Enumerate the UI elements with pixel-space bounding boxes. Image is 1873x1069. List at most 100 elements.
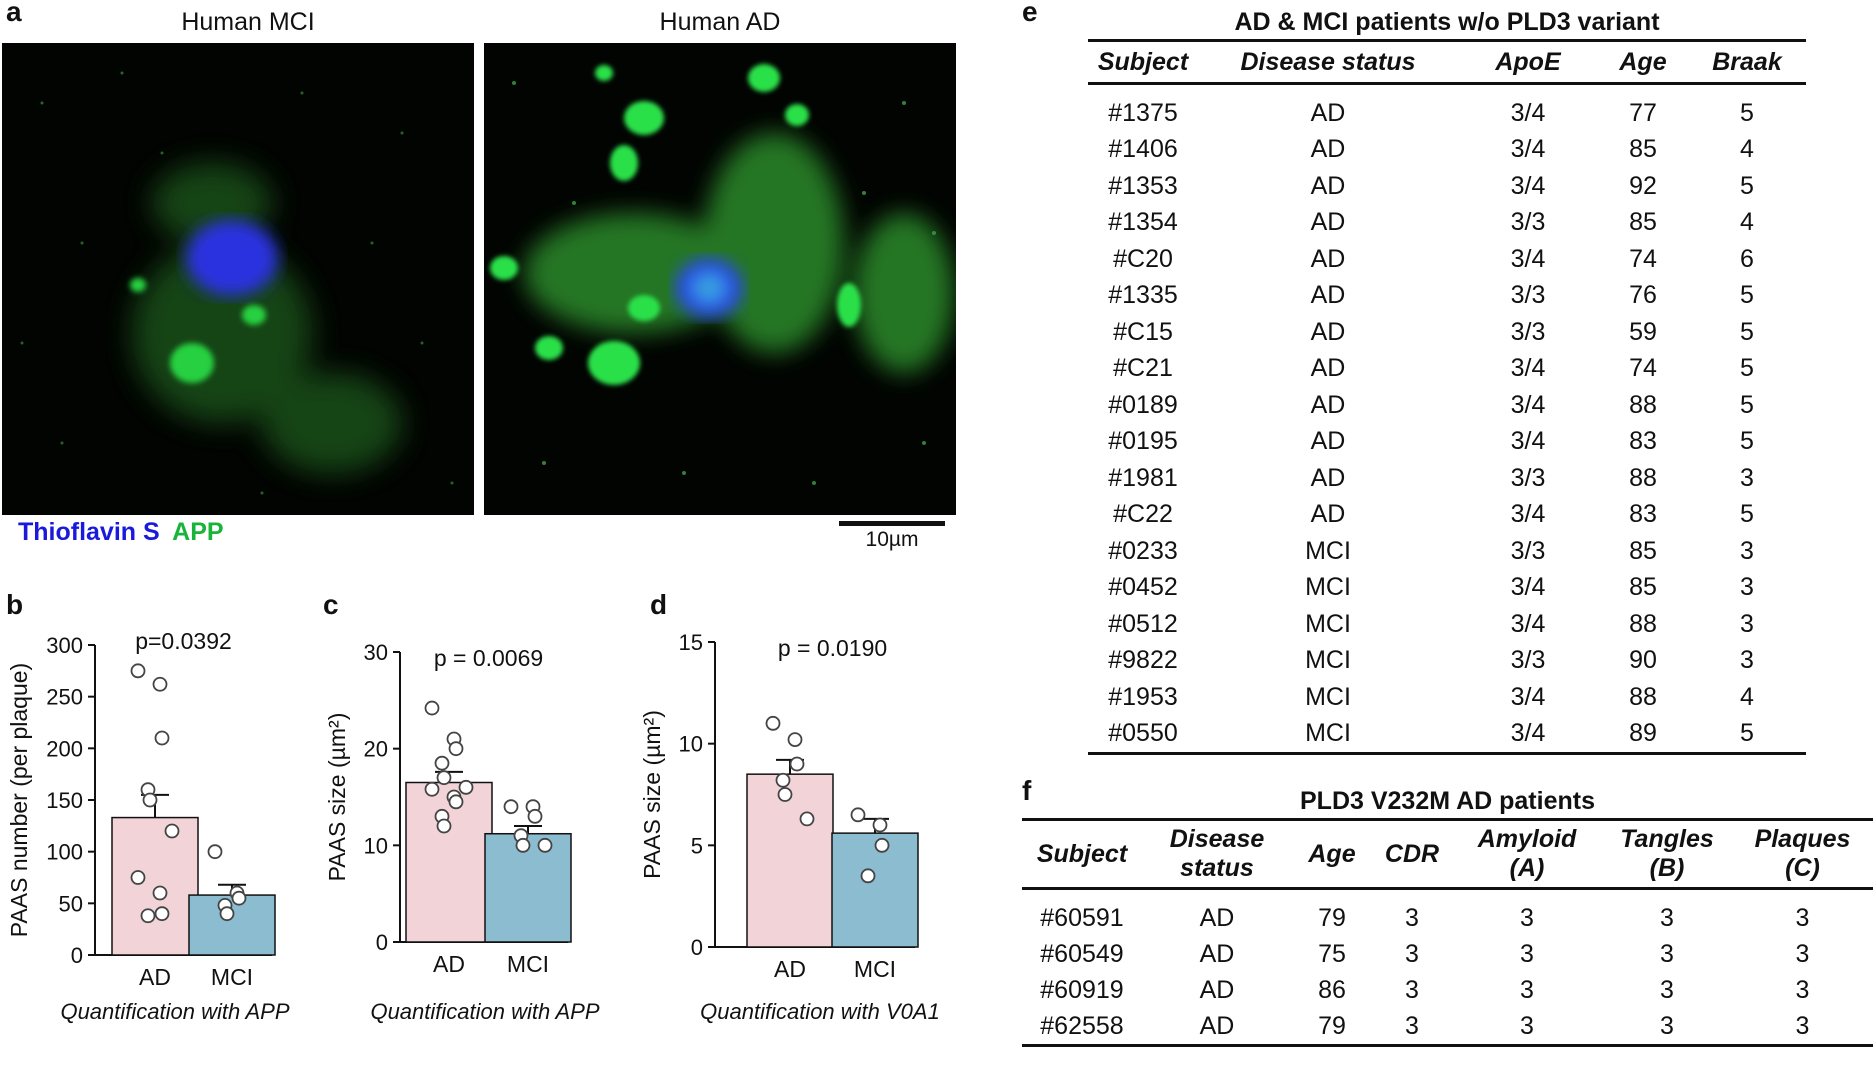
- table-e-cell: 3/4: [1510, 719, 1546, 748]
- table-e-cell: 83: [1629, 500, 1657, 529]
- table-e-cell: 5: [1740, 317, 1754, 346]
- caption-c: Quantification with APP: [370, 999, 600, 1024]
- table-e-cell: #1375: [1108, 98, 1178, 127]
- data-point: [436, 770, 452, 786]
- table-e-cell: 85: [1629, 573, 1657, 602]
- bar-mci: [831, 832, 919, 948]
- table-e-cell: MCI: [1305, 719, 1351, 748]
- data-point: [154, 906, 170, 922]
- table-e-cell: 5: [1740, 427, 1754, 456]
- y-tick-label: 0: [71, 943, 83, 968]
- y-axis-label: PAAS size (µm²): [640, 710, 665, 879]
- legend-app: APP: [172, 518, 224, 546]
- table-e-row: #0233 MCI 3/3 85 3: [1088, 533, 1806, 570]
- table-f-cell: #60591: [1040, 903, 1124, 932]
- table-e-cell: 88: [1629, 609, 1657, 638]
- chart-plot-area: 0 5 10 15 PAAS size (µm²) AD MCI p = 0.0190: [639, 630, 919, 982]
- table-e-cell: AD: [1310, 208, 1346, 237]
- table-e-cell: 3/3: [1510, 281, 1546, 310]
- table-e-cell: AD: [1310, 354, 1346, 383]
- data-point: [799, 811, 815, 827]
- chart-c: 0 10 20 30 PAAS size (µm²) AD MCI p = 0.0069: [320, 620, 640, 1030]
- table-e-cell: 88: [1629, 682, 1657, 711]
- p-value: p = 0.0069: [434, 645, 543, 671]
- table-f-header: Amyloid (A): [1477, 825, 1577, 882]
- table-f-cell: 3: [1795, 1011, 1810, 1040]
- table-e-cell: 5: [1740, 281, 1754, 310]
- table-e-cell: AD: [1310, 390, 1346, 419]
- table-e-row: #1353 AD 3/4 92 5: [1088, 168, 1806, 205]
- y-axis-label: PAAS number (per plaque): [6, 663, 32, 937]
- table-e-cell: AD: [1310, 500, 1346, 529]
- table-e-cell: 3/4: [1510, 171, 1546, 200]
- table-e-row: #C22 AD 3/4 83 5: [1088, 497, 1806, 534]
- table-e-cell: MCI: [1305, 682, 1351, 711]
- table-e-cell: #1981: [1108, 463, 1178, 492]
- table-e-cell: 59: [1629, 317, 1657, 346]
- table-f-row: #62558 AD 79 3 3 3 3: [1022, 1008, 1873, 1046]
- table-f-header: Plaques (C): [1754, 825, 1851, 882]
- data-point: [154, 730, 170, 746]
- table-f-cell: 3: [1660, 1011, 1674, 1040]
- table-f-cell: #62558: [1040, 1011, 1124, 1040]
- table-e-cell: 5: [1740, 719, 1754, 748]
- table-e-cell: 3/4: [1510, 609, 1546, 638]
- panel-c-letter: c: [323, 589, 339, 620]
- table-e-cell: #0452: [1108, 573, 1178, 602]
- table-e-cell: AD: [1310, 463, 1346, 492]
- data-point: [527, 808, 543, 824]
- data-point: [874, 837, 890, 853]
- table-f-cell: 3: [1660, 975, 1674, 1004]
- y-tick-label: 20: [364, 737, 388, 762]
- caption-d: Quantification with V0A1: [700, 999, 940, 1024]
- micrograph-ad: [484, 43, 956, 515]
- table-f-row: #60919 AD 86 3 3 3 3: [1022, 972, 1873, 1008]
- table-e-cell: 3/3: [1510, 463, 1546, 492]
- table-e-cell: 3/4: [1510, 390, 1546, 419]
- table-e-cell: 3: [1740, 573, 1754, 602]
- table-e-row: #C15 AD 3/3 59 5: [1088, 314, 1806, 351]
- table-e-cell: 5: [1740, 98, 1754, 127]
- data-point: [142, 792, 158, 808]
- table-e-cell: 90: [1629, 646, 1657, 675]
- table-e-cell: 3/4: [1510, 244, 1546, 273]
- table-e-cell: #1953: [1108, 682, 1178, 711]
- y-tick-label: 50: [59, 891, 83, 916]
- table-e-cell: AD: [1310, 98, 1346, 127]
- table-f-cell: 3: [1405, 939, 1419, 968]
- table-e-header: ApoE: [1495, 47, 1561, 76]
- table-e-cell: 3/4: [1510, 573, 1546, 602]
- data-point: [140, 908, 156, 924]
- data-point: [537, 837, 553, 853]
- data-point: [207, 844, 223, 860]
- table-e-cell: 85: [1629, 536, 1657, 565]
- table-e-cell: 3/3: [1510, 317, 1546, 346]
- table-f-cell: AD: [1199, 1011, 1235, 1040]
- chart-plot-area: 0 50 100 150 200 250 300 PAAS number (per plaqu…: [6, 628, 276, 990]
- table-f-cell: 3: [1795, 975, 1810, 1004]
- y-tick-label: 0: [376, 930, 388, 955]
- data-point: [777, 787, 793, 802]
- table-f-cell: #60919: [1040, 975, 1124, 1004]
- table-e-cell: 3/4: [1510, 135, 1546, 164]
- table-f-cell: 3: [1520, 1011, 1534, 1040]
- p-value: p=0.0392: [135, 628, 232, 654]
- table-e-row: #C20 AD 3/4 74 6: [1088, 241, 1806, 278]
- y-tick-label: 250: [46, 685, 83, 710]
- micrograph-mci: [2, 43, 474, 515]
- table-e-cell: 77: [1629, 98, 1657, 127]
- table-e-cell: AD: [1310, 171, 1346, 200]
- y-tick-label: 10: [679, 732, 703, 757]
- table-f-header: Subject: [1036, 839, 1128, 868]
- table-e-cell: #C15: [1113, 317, 1173, 346]
- table-e-header: Disease status: [1240, 47, 1416, 76]
- table-e-cell: 3: [1740, 646, 1754, 675]
- table-e-cell: AD: [1310, 427, 1346, 456]
- channel-legend: Thioflavin S APP: [18, 518, 224, 547]
- bar-ad: [746, 773, 834, 948]
- table-e-cell: MCI: [1305, 646, 1351, 675]
- table-e-cell: 5: [1740, 171, 1754, 200]
- y-tick-label: 30: [364, 640, 388, 665]
- table-e-cell: 5: [1740, 390, 1754, 419]
- table-e-cell: AD: [1310, 281, 1346, 310]
